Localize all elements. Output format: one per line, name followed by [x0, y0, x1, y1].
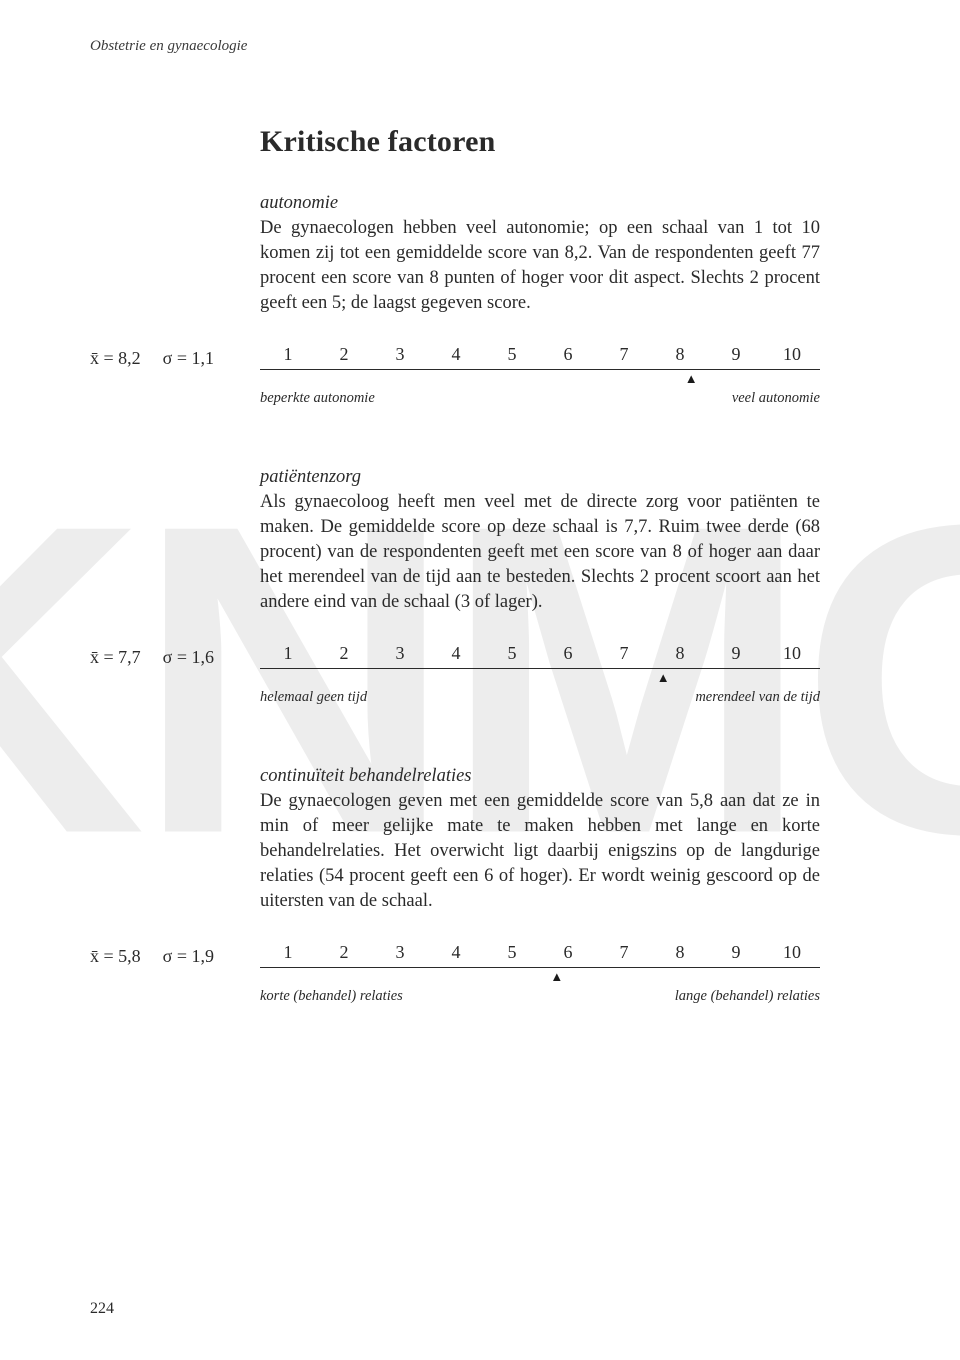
scale-labels: beperkte autonomie veel autonomie [260, 390, 820, 407]
scale-tick: 5 [484, 344, 540, 365]
scale-left-label: korte (behandel) relaties [260, 988, 403, 1005]
scale-tick: 6 [540, 643, 596, 664]
scale-ticks: 12345678910 [260, 942, 820, 968]
pointer-row: ▲ [260, 968, 820, 984]
scale-tick: 5 [484, 942, 540, 963]
mean-value: x̄ = 7,7 [90, 647, 141, 668]
section-title: Kritische factoren [260, 125, 820, 159]
scale-ticks: 12345678910 [260, 643, 820, 669]
scale-right-label: veel autonomie [732, 390, 820, 407]
scale-tick: 4 [428, 344, 484, 365]
scale-tick: 4 [428, 942, 484, 963]
content-column: continuïteit behandelrelaties De gynaeco… [260, 766, 820, 914]
scale-tick: 2 [316, 942, 372, 963]
scale-tick: 10 [764, 942, 820, 963]
factor-autonomie: autonomie De gynaecologen hebben veel au… [260, 193, 820, 316]
content-column: Kritische factoren autonomie De gynaecol… [260, 125, 820, 316]
scale-tick: 7 [596, 344, 652, 365]
scale-ticks: 12345678910 [260, 344, 820, 370]
sigma-value: σ = 1,1 [163, 348, 214, 368]
stats-cell: x̄ = 8,2 σ = 1,1 [90, 344, 260, 369]
sigma-value: σ = 1,6 [163, 647, 214, 667]
mean-value: x̄ = 5,8 [90, 946, 141, 967]
scale-tick: 1 [260, 344, 316, 365]
scale-row-autonomie: x̄ = 8,2 σ = 1,1 12345678910 ▲ beperkte a… [90, 344, 870, 407]
scale: 12345678910 ▲ korte (behandel) relaties … [260, 942, 820, 1005]
scale-tick: 8 [652, 344, 708, 365]
scale-left-label: beperkte autonomie [260, 390, 375, 407]
stats-cell: x̄ = 7,7 σ = 1,6 [90, 643, 260, 668]
scale-tick: 9 [708, 942, 764, 963]
scale-tick: 2 [316, 344, 372, 365]
pointer-icon: ▲ [657, 670, 670, 686]
pointer-icon: ▲ [550, 969, 563, 985]
stats-cell: x̄ = 5,8 σ = 1,9 [90, 942, 260, 967]
scale: 12345678910 ▲ helemaal geen tijd merende… [260, 643, 820, 706]
page-number: 224 [90, 1300, 114, 1318]
pointer-icon: ▲ [685, 371, 698, 387]
factor-body: De gynaecologen hebben veel autonomie; o… [260, 216, 820, 316]
pointer-row: ▲ [260, 370, 820, 386]
factor-body: De gynaecologen geven met een gemiddelde… [260, 789, 820, 914]
factor-heading: continuïteit behandelrelaties [260, 766, 820, 787]
scale-tick: 10 [764, 643, 820, 664]
factor-heading: patiëntenzorg [260, 467, 820, 488]
mean-value: x̄ = 8,2 [90, 348, 141, 369]
scale-right-label: lange (behandel) relaties [675, 988, 820, 1005]
scale-tick: 8 [652, 643, 708, 664]
content-column: patiëntenzorg Als gynaecoloog heeft men … [260, 467, 820, 615]
scale-tick: 10 [764, 344, 820, 365]
scale-tick: 6 [540, 942, 596, 963]
scale-tick: 5 [484, 643, 540, 664]
scale-tick: 1 [260, 942, 316, 963]
scale-tick: 7 [596, 643, 652, 664]
scale-tick: 2 [316, 643, 372, 664]
scale-tick: 3 [372, 942, 428, 963]
running-head: Obstetrie en gynaecologie [90, 38, 870, 55]
pointer-row: ▲ [260, 669, 820, 685]
factor-continuiteit: continuïteit behandelrelaties De gynaeco… [260, 766, 820, 914]
scale-labels: helemaal geen tijd merendeel van de tijd [260, 689, 820, 706]
page: Obstetrie en gynaecologie Kritische fact… [0, 0, 960, 1360]
scale-tick: 6 [540, 344, 596, 365]
scale-right-label: merendeel van de tijd [695, 689, 820, 706]
scale-row-patientenzorg: x̄ = 7,7 σ = 1,6 12345678910 ▲ helemaal g… [90, 643, 870, 706]
factor-body: Als gynaecoloog heeft men veel met de di… [260, 490, 820, 615]
scale-tick: 9 [708, 643, 764, 664]
scale-tick: 3 [372, 643, 428, 664]
scale-tick: 7 [596, 942, 652, 963]
factor-heading: autonomie [260, 193, 820, 214]
scale: 12345678910 ▲ beperkte autonomie veel au… [260, 344, 820, 407]
scale-tick: 4 [428, 643, 484, 664]
scale-tick: 1 [260, 643, 316, 664]
scale-tick: 3 [372, 344, 428, 365]
factor-patientenzorg: patiëntenzorg Als gynaecoloog heeft men … [260, 467, 820, 615]
scale-tick: 9 [708, 344, 764, 365]
scale-labels: korte (behandel) relaties lange (behande… [260, 988, 820, 1005]
scale-tick: 8 [652, 942, 708, 963]
scale-left-label: helemaal geen tijd [260, 689, 367, 706]
scale-row-continuiteit: x̄ = 5,8 σ = 1,9 12345678910 ▲ korte (beh… [90, 942, 870, 1005]
sigma-value: σ = 1,9 [163, 946, 214, 966]
